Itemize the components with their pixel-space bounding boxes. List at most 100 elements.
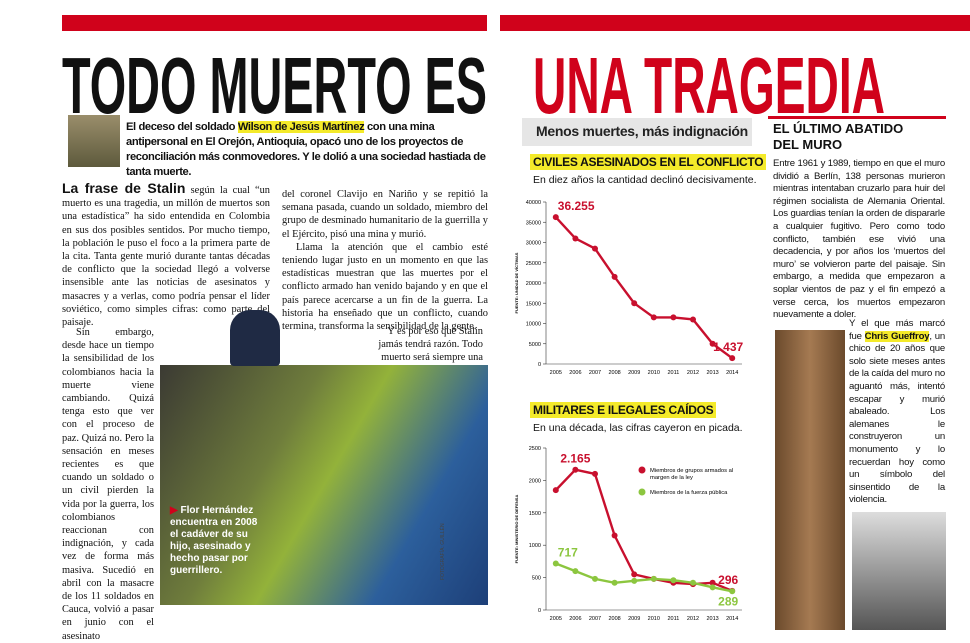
section-title: Menos muertes, más indignación [536,123,748,139]
data-point [631,577,638,584]
text: Y el que más marcó fue [849,318,945,342]
y-axis-label: FUENTE: MINISTERIO DE DEFENSA [514,495,519,564]
data-point [729,588,736,595]
y-tick-label: 2500 [529,446,541,452]
y-tick-label: 1000 [529,543,541,549]
x-tick-label: 2010 [648,370,660,376]
data-point [592,245,598,252]
y-tick-label: 1500 [529,511,541,517]
photo-figure [230,310,280,366]
value-label: 36.255 [558,199,595,213]
data-line [555,562,733,593]
sidebar-title: EL ÚLTIMO ABATIDO DEL MURO [773,121,904,152]
sidebar-p1: Entre 1961 y 1989, tiempo en que el muro… [773,158,945,321]
y-tick-label: 500 [532,576,541,582]
y-tick-label: 30000 [526,241,541,247]
x-tick-label: 2005 [550,370,562,376]
monument-photo [775,330,845,630]
chart: 0 500 1000 1500 2000 2500 2005 2006 2007 2008 2009… [514,446,742,622]
legend-label: Miembros de grupos armados al margen de l… [650,468,733,481]
chart-title: CIVILES ASESINADOS EN EL CONFLICTO [530,153,767,171]
chart-subtitle: En una década, las cifras cayeron en pic… [533,422,743,434]
top-bar [62,15,487,31]
sidebar-p2: Y el que más marcó fue Chris Gueffroy, u… [849,318,945,507]
data-point [611,532,618,539]
x-tick-label: 2009 [628,616,640,622]
x-tick-label: 2005 [550,616,562,622]
highlight: Chris Gueffroy [864,330,930,342]
y-tick-label: 25000 [526,261,541,267]
data-point [611,273,618,280]
main-photo [160,365,488,605]
y-tick-label: 0 [538,608,541,614]
photo-credit: FOTOGRAFÍA: GUILLÉN [440,523,446,580]
section-bar [522,118,752,146]
chart-title-text: MILITARES E ILEGALES CAÍDOS [530,402,717,418]
text: , un chico de 20 años que solo siete mes… [849,330,945,506]
x-tick-label: 2008 [608,616,620,622]
x-tick-label: 2008 [608,370,620,376]
y-tick-label: 0 [538,362,541,368]
x-tick-label: 2014 [726,616,738,622]
caption-text: Flor Hernández encuentra en 2008 el cadá… [170,505,258,576]
paragraph: Llama la atención que el cambio esté ten… [282,241,488,333]
data-line [554,216,733,360]
x-tick-label: 2011 [667,370,679,376]
chart-title-text: CIVILES ASESINADOS EN EL CONFLICTO [530,154,767,170]
data-point [592,470,598,477]
data-point [592,575,598,582]
data-point [690,579,696,586]
x-tick-label: 2006 [569,370,581,376]
y-tick-label: 15000 [526,301,541,307]
data-point [631,571,638,578]
data-point [670,314,677,321]
paragraph: según la cual “un muerto es una tragedia… [62,185,270,329]
value-label: 717 [558,546,578,560]
x-tick-label: 2007 [589,370,601,376]
article-col2: del coronel Clavijo en Nariño y se repit… [282,188,488,333]
data-point [690,316,696,323]
data-point [650,314,657,321]
value-label: 2.165 [560,452,590,466]
paragraph: Sin embargo, desde hace un tiempo la sen… [62,327,154,642]
data-point [709,340,716,347]
intro-highlight: Wilson de Jesús Martínez [237,121,365,133]
data-point [729,355,736,362]
data-point [611,579,618,586]
data-point [572,568,579,575]
value-label: 296 [718,573,738,587]
top-bar [500,15,970,31]
article-col1: La frase de Stalin según la cual “un mue… [62,181,270,329]
y-tick-label: 10000 [526,322,541,328]
data-point [572,466,579,473]
x-tick-label: 2011 [667,616,679,622]
y-tick-label: 2000 [529,478,541,484]
data-point [709,584,716,591]
data-point [631,300,638,307]
data-line [554,468,733,592]
data-point [650,575,657,582]
x-tick-label: 2007 [589,616,601,622]
x-tick-label: 2014 [726,370,738,376]
legend-label: Miembros de la fuerza pública [650,490,728,496]
data-point [552,560,559,567]
y-tick-label: 20000 [526,281,541,287]
headline-right: UNA TRAGEDIA [533,41,885,120]
soldier-photo [68,115,120,167]
intro-text: con una mina antipersonal en El Orejón, … [126,121,486,178]
headline: TODO MUERTO ES UNA TRAGEDIA [62,41,885,120]
article-col1b: Sin embargo, desde hace un tiempo la sen… [62,326,154,643]
x-tick-label: 2012 [687,616,699,622]
x-tick-label: 2006 [569,616,581,622]
value-label: 289 [718,594,738,608]
value-label: 1.437 [713,340,743,354]
x-tick-label: 2010 [648,616,660,622]
y-tick-label: 5000 [529,342,541,348]
x-tick-label: 2013 [706,616,718,622]
chart: 0 5000 10000 15000 20000 25000 30000 35000 40000… [514,199,744,376]
y-tick-label: 40000 [526,200,541,206]
y-axis-label: FUENTE: UNIDAD DE VÍCTIMAS [514,252,519,313]
intro-text: El deceso del soldado [126,121,238,133]
sidebar-rule [768,116,946,119]
